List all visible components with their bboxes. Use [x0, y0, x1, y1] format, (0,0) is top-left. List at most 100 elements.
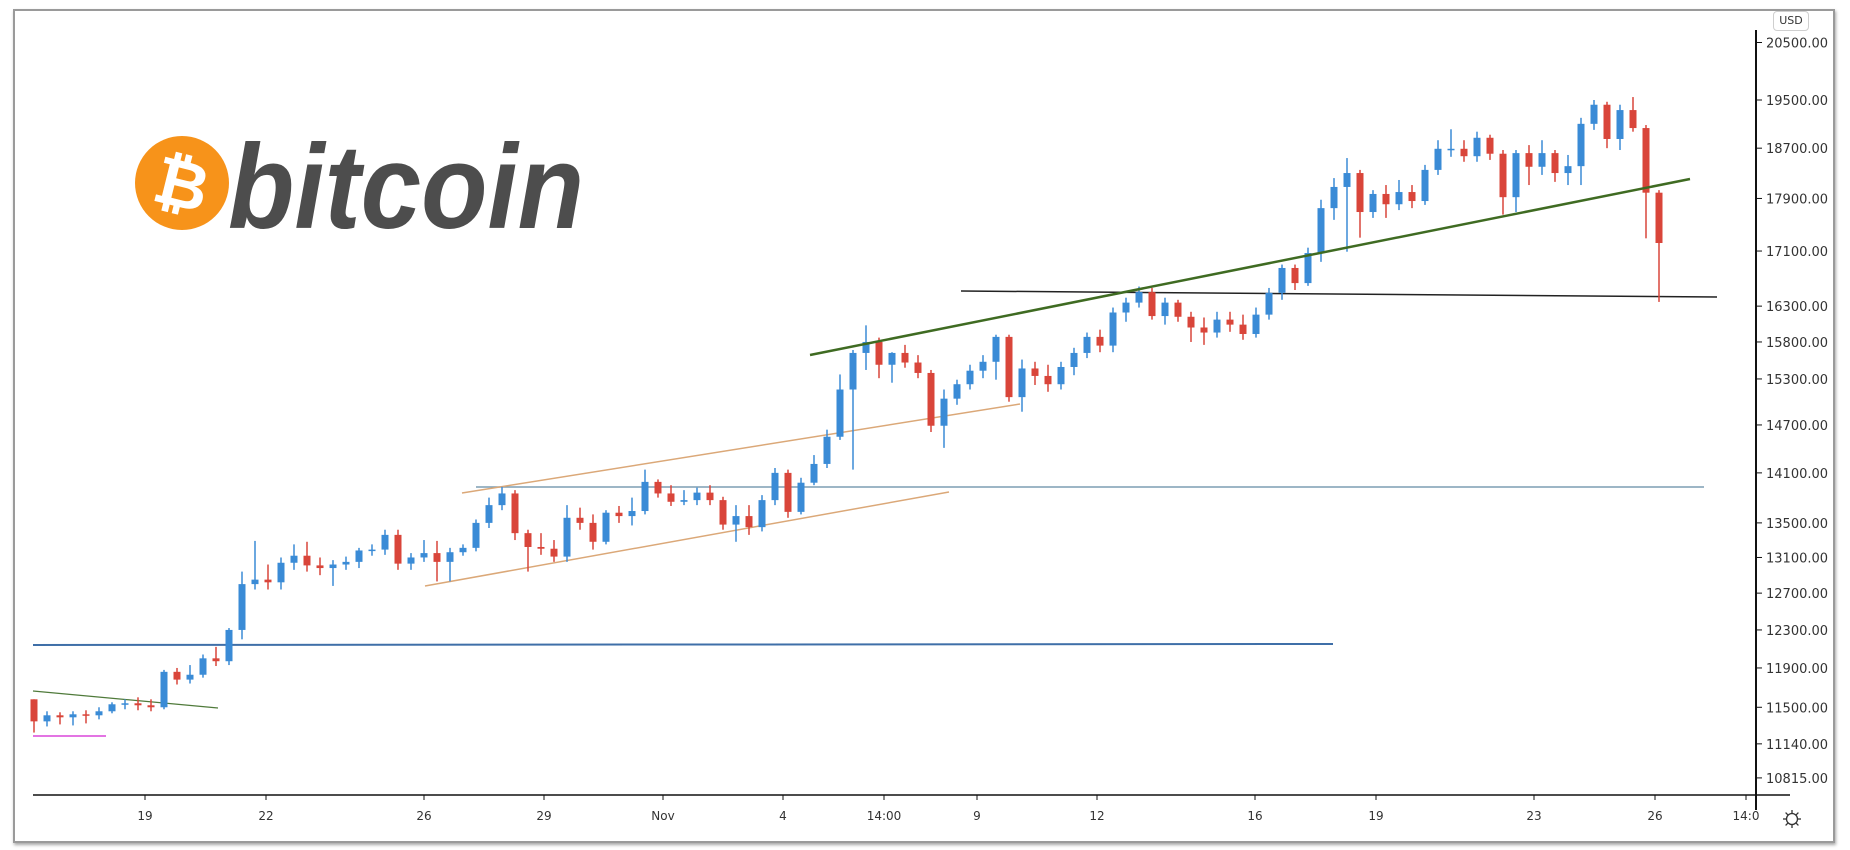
candle-down: [56, 712, 64, 725]
channel-lower-line[interactable]: [424, 491, 950, 587]
candle-body: [862, 341, 870, 353]
candle-body: [355, 550, 363, 562]
candle-up: [810, 455, 818, 486]
candle-up: [381, 529, 389, 555]
candle-body: [1239, 324, 1247, 334]
drawings-layer: [32, 290, 1718, 737]
candle-body: [1161, 302, 1169, 317]
candle-up: [966, 364, 974, 390]
price-tick-label: 18700.00: [1766, 142, 1828, 157]
candle-down: [303, 541, 311, 572]
time-tick-label: 19: [1368, 809, 1383, 823]
candle-body: [1122, 302, 1130, 313]
candle-up: [758, 495, 766, 532]
candle-body: [1629, 110, 1637, 129]
candle-body: [1226, 319, 1234, 325]
blue-level-12200[interactable]: [32, 643, 1334, 646]
candle-down: [264, 564, 272, 590]
channel-upper-line[interactable]: [461, 403, 1021, 494]
candle-body: [1213, 319, 1221, 333]
candle-down: [1200, 317, 1208, 345]
candle-up: [1252, 307, 1260, 338]
candle-body: [433, 553, 441, 562]
candle-up: [1304, 247, 1312, 286]
candle-body: [173, 671, 181, 680]
bitcoin-logo: ₿ bitcoin: [135, 120, 584, 254]
candle-body: [1252, 314, 1260, 334]
candle-down: [212, 646, 220, 667]
bitcoin-wordmark: bitcoin: [228, 120, 584, 254]
candle-body: [329, 564, 337, 569]
candle-body: [160, 671, 168, 708]
candle-body: [680, 500, 688, 502]
candle-up: [1447, 129, 1455, 157]
green-trendline[interactable]: [809, 177, 1691, 357]
candle-body: [992, 336, 1000, 362]
candle-body: [641, 481, 649, 512]
candle-up: [771, 467, 779, 506]
candle-body: [1642, 128, 1650, 193]
candle-body: [628, 511, 636, 517]
candle-body: [589, 522, 597, 542]
candle-up: [277, 557, 285, 590]
candle-body: [1330, 186, 1338, 209]
price-tick-label: 13100.00: [1766, 551, 1828, 566]
candle-body: [82, 714, 90, 716]
candle-body: [342, 561, 350, 565]
candle-up: [290, 544, 298, 570]
candle-body: [1564, 166, 1572, 174]
candle-up: [888, 352, 896, 383]
price-tick-label: 11900.00: [1766, 662, 1828, 677]
candle-body: [1096, 336, 1104, 346]
candle-down: [1174, 299, 1182, 322]
candle-down: [1239, 314, 1247, 340]
candles-layer: [30, 97, 1663, 733]
candle-down: [1226, 311, 1234, 332]
candle-body: [1655, 192, 1663, 243]
candle-body: [277, 562, 285, 583]
chart-frame: [13, 9, 1835, 843]
price-axis[interactable]: 20500.00 19500.00 18700.00 17900.00 17100.00…: [1756, 36, 1828, 787]
candle-up: [1161, 297, 1169, 325]
candle-up: [1070, 347, 1078, 376]
candle-up: [108, 702, 116, 714]
candle-body: [1473, 137, 1481, 157]
candle-body: [745, 516, 753, 528]
time-tick-label: 22: [258, 809, 273, 823]
candle-up: [1577, 117, 1585, 186]
candle-up: [420, 540, 428, 562]
candle-body: [1382, 193, 1390, 205]
candle-up: [1057, 361, 1065, 390]
candle-up: [329, 560, 337, 586]
candle-body: [888, 352, 896, 365]
candle-up: [602, 510, 610, 545]
candle-body: [1421, 169, 1429, 202]
candle-down: [719, 496, 727, 530]
time-tick-label: 26: [416, 809, 431, 823]
candle-body: [1434, 148, 1442, 170]
candle-body: [784, 472, 792, 512]
candle-down: [1486, 134, 1494, 160]
candle-down: [875, 337, 883, 379]
candle-up: [940, 389, 948, 448]
currency-badge[interactable]: USD: [1773, 11, 1809, 31]
candle-body: [706, 492, 714, 501]
candle-down: [901, 344, 909, 368]
candle-up: [186, 665, 194, 684]
black-level-16400[interactable]: [960, 290, 1718, 298]
candle-body: [602, 512, 610, 542]
price-tick-label: 17900.00: [1766, 192, 1828, 207]
candle-down: [1187, 311, 1195, 342]
time-axis[interactable]: 19 22 26 29 Nov 4 14:00 9 12 16 19 23 26 14:0: [137, 795, 1759, 823]
candle-up: [862, 325, 870, 370]
price-tick-label: 10815.00: [1766, 772, 1828, 787]
candle-down: [1629, 97, 1637, 132]
settings-gear-icon[interactable]: [1781, 808, 1803, 830]
candle-body: [836, 389, 844, 437]
candle-down: [1499, 150, 1507, 215]
candle-down: [173, 667, 181, 685]
candle-body: [407, 557, 415, 564]
candle-body: [1460, 148, 1468, 157]
candle-body: [381, 534, 389, 550]
